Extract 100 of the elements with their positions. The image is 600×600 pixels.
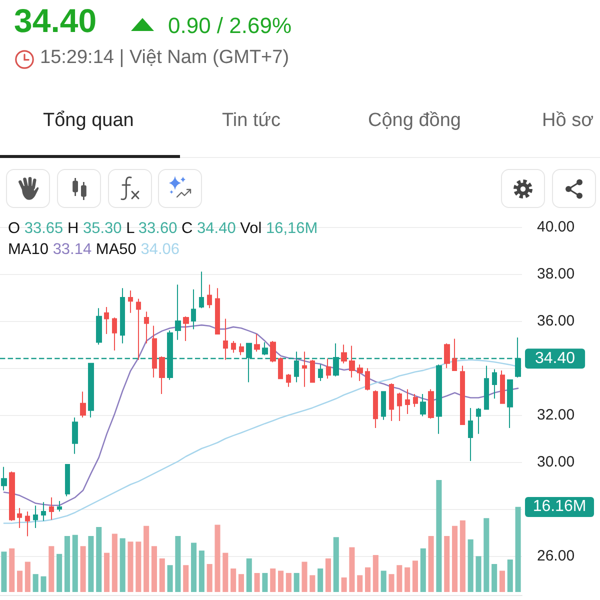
bar xyxy=(191,542,197,592)
candlestick xyxy=(262,342,268,356)
bar xyxy=(262,572,268,592)
candlestick xyxy=(389,382,394,422)
text: 16.16M xyxy=(524,496,594,517)
bar xyxy=(420,548,426,592)
candlestick xyxy=(500,370,505,404)
candlestick xyxy=(1,466,7,491)
candlestick xyxy=(136,298,141,360)
candlestick xyxy=(41,502,46,522)
bar xyxy=(104,552,110,592)
bar xyxy=(56,554,62,592)
candlestick xyxy=(191,288,196,330)
bar xyxy=(246,558,252,592)
candlestick xyxy=(239,342,244,356)
candlestick xyxy=(428,388,434,420)
candlestick xyxy=(270,340,276,363)
text: 0.90 / 2.69% xyxy=(168,13,292,38)
candlestick xyxy=(341,344,347,364)
bar xyxy=(88,536,94,592)
ref-line-label: 34.40 xyxy=(535,350,576,368)
candlestick xyxy=(112,317,117,351)
candlestick xyxy=(468,408,473,462)
y-tick-label: 32.00 xyxy=(537,406,575,424)
bar xyxy=(270,568,276,592)
candlestick xyxy=(9,471,15,522)
annotation: MA10 33.14 MA50 34.06 xyxy=(8,241,180,259)
candlestick xyxy=(128,290,133,314)
text: Hồ sơ xyxy=(542,110,594,132)
candlestick xyxy=(17,507,22,528)
candlestick xyxy=(420,393,426,417)
candlestick xyxy=(326,358,331,380)
bar xyxy=(167,565,173,592)
candlestick xyxy=(373,390,378,429)
candlestick xyxy=(452,338,457,371)
candlestick xyxy=(65,464,70,497)
candlestick xyxy=(88,362,94,418)
bar xyxy=(96,527,102,592)
candlestick xyxy=(223,318,228,360)
bar xyxy=(349,547,355,592)
bar xyxy=(24,562,30,592)
bar xyxy=(40,576,46,592)
candlestick xyxy=(215,288,220,334)
bar xyxy=(302,562,308,592)
bar xyxy=(499,570,505,592)
candlestick xyxy=(199,271,204,309)
annotation: Vol 16,16M xyxy=(240,220,318,238)
bar xyxy=(333,537,339,592)
y-tick-label: 30.00 xyxy=(537,454,575,471)
bar xyxy=(515,506,521,592)
annotation: O 33.65 H 35.30 L 33.60 C xyxy=(8,220,193,238)
annotation: 34.40 xyxy=(197,220,236,238)
bar xyxy=(230,568,236,592)
y-tick-label: 38.00 xyxy=(537,266,575,283)
bar xyxy=(318,568,324,592)
bar xyxy=(183,565,189,592)
text: Tin tức xyxy=(222,110,280,132)
bar xyxy=(48,546,54,592)
candlestick xyxy=(231,340,236,354)
candlestick xyxy=(405,388,410,414)
bar xyxy=(365,567,371,592)
text: 15:29:14 | Việt Nam (GMT+7) xyxy=(40,47,290,69)
text: 34.40 xyxy=(14,2,97,40)
candlestick xyxy=(413,393,418,408)
bar xyxy=(294,572,300,592)
bar xyxy=(72,534,78,592)
candlestick xyxy=(159,356,165,394)
y-tick-label: 36.00 xyxy=(537,312,575,330)
candlestick xyxy=(397,392,402,422)
y-tick-label: 40.00 xyxy=(537,218,575,236)
bar xyxy=(222,552,228,592)
bar xyxy=(64,536,70,592)
candlestick xyxy=(152,325,157,378)
candlestick xyxy=(365,368,370,391)
candlestick xyxy=(436,364,442,434)
candlestick xyxy=(476,408,481,434)
bar xyxy=(412,560,418,592)
candlestick xyxy=(57,500,62,512)
bar xyxy=(254,572,260,592)
candlestick xyxy=(175,284,181,340)
bar xyxy=(144,526,150,592)
bar xyxy=(444,536,450,592)
candlestick xyxy=(278,357,283,380)
bar xyxy=(357,575,363,592)
candlestick xyxy=(120,288,125,344)
candlestick xyxy=(310,359,315,383)
bar xyxy=(1,552,7,592)
candlestick xyxy=(144,311,149,344)
bar xyxy=(206,564,212,592)
candlestick xyxy=(492,368,497,400)
candlestick xyxy=(302,351,307,388)
bar xyxy=(396,565,402,592)
bar xyxy=(460,520,466,592)
candlestick xyxy=(357,364,363,382)
bar xyxy=(9,548,15,592)
bar xyxy=(128,542,134,592)
bar xyxy=(428,536,434,592)
candlestick xyxy=(33,505,38,528)
bar xyxy=(17,570,23,592)
candlestick xyxy=(507,379,513,429)
